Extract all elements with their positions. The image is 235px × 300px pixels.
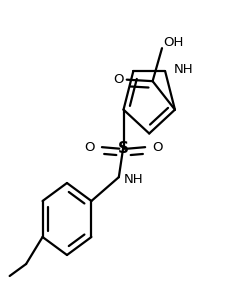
- Text: NH: NH: [173, 63, 193, 76]
- Text: OH: OH: [163, 36, 184, 49]
- Text: NH: NH: [124, 173, 143, 186]
- Text: O: O: [152, 141, 163, 154]
- Text: O: O: [114, 73, 124, 86]
- Text: S: S: [118, 141, 129, 156]
- Text: O: O: [84, 141, 95, 154]
